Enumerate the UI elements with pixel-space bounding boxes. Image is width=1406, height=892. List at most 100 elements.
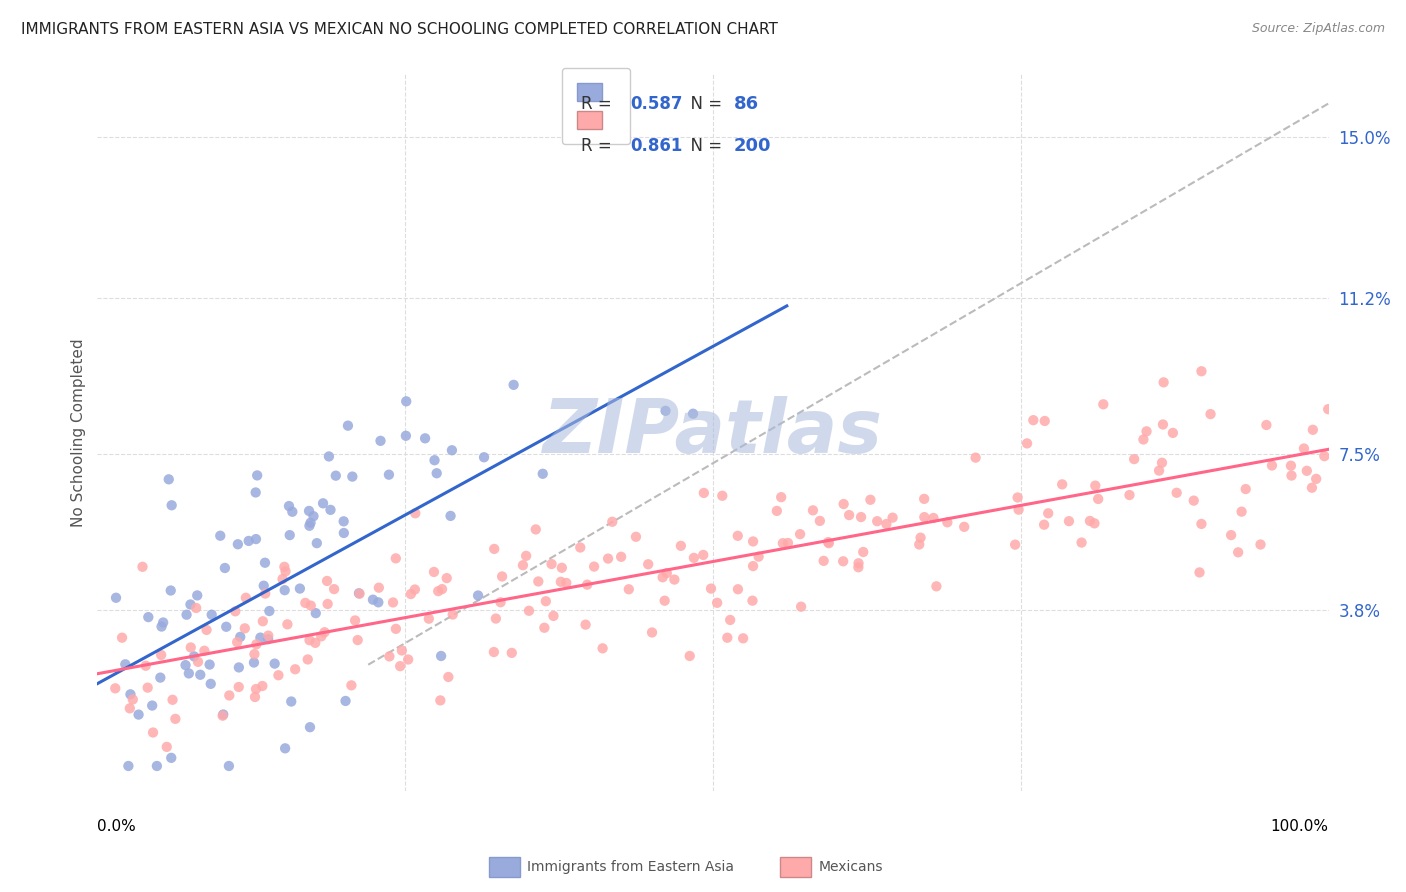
Point	[440, 443, 463, 458]
Point	[1135, 425, 1157, 439]
Point	[311, 629, 333, 643]
Point	[160, 751, 183, 765]
Point	[273, 559, 295, 574]
Point	[245, 532, 267, 546]
Point	[298, 518, 321, 533]
Point	[1083, 516, 1105, 531]
Point	[502, 377, 524, 392]
Point	[218, 689, 240, 703]
Point	[1092, 397, 1115, 411]
Text: ZIPatlas: ZIPatlas	[543, 396, 883, 469]
Point	[741, 593, 763, 607]
Point	[682, 407, 704, 421]
Point	[179, 598, 201, 612]
Text: Immigrants from Eastern Asia: Immigrants from Eastern Asia	[527, 860, 734, 874]
Point	[281, 505, 304, 519]
Point	[733, 632, 755, 646]
Point	[259, 604, 281, 618]
Point	[1301, 481, 1323, 495]
Point	[336, 418, 359, 433]
Point	[808, 514, 831, 528]
Point	[243, 690, 266, 704]
Point	[226, 635, 249, 649]
Point	[193, 644, 215, 658]
Point	[335, 694, 357, 708]
Point	[965, 450, 987, 465]
Point	[1007, 491, 1029, 505]
Point	[437, 670, 460, 684]
Point	[276, 617, 298, 632]
Point	[727, 582, 749, 597]
Point	[316, 597, 339, 611]
Point	[252, 679, 274, 693]
Point	[436, 571, 458, 585]
Point	[150, 648, 173, 662]
Point	[1188, 566, 1211, 580]
Point	[187, 655, 209, 669]
Point	[848, 556, 870, 570]
Point	[770, 490, 793, 504]
Point	[183, 649, 205, 664]
Point	[235, 591, 257, 605]
Point	[517, 604, 540, 618]
Point	[1118, 488, 1140, 502]
Point	[551, 561, 574, 575]
Point	[114, 657, 136, 672]
Point	[482, 645, 505, 659]
Point	[243, 647, 266, 661]
Point	[1057, 514, 1080, 528]
Point	[1007, 502, 1029, 516]
Point	[1161, 425, 1184, 440]
Point	[485, 611, 508, 625]
Point	[742, 534, 765, 549]
Point	[524, 523, 547, 537]
Point	[111, 631, 134, 645]
Point	[576, 577, 599, 591]
Point	[344, 614, 367, 628]
Point	[201, 607, 224, 622]
Point	[312, 496, 335, 510]
Point	[298, 720, 321, 734]
Point	[257, 632, 280, 647]
Point	[228, 660, 250, 674]
Point	[654, 404, 676, 418]
Point	[1234, 482, 1257, 496]
Point	[692, 548, 714, 562]
Point	[304, 636, 326, 650]
Point	[716, 631, 738, 645]
Point	[332, 514, 354, 528]
Point	[404, 582, 426, 597]
Point	[245, 681, 267, 696]
Point	[651, 570, 673, 584]
Point	[184, 601, 207, 615]
Text: 0.0%: 0.0%	[97, 819, 136, 833]
Point	[637, 558, 659, 572]
Text: N =: N =	[679, 136, 727, 154]
Point	[121, 692, 143, 706]
Point	[1153, 376, 1175, 390]
Point	[679, 648, 702, 663]
Point	[550, 574, 572, 589]
Point	[297, 652, 319, 666]
Point	[186, 588, 208, 602]
Point	[233, 621, 256, 635]
Point	[596, 551, 619, 566]
Point	[1256, 417, 1278, 432]
Point	[922, 511, 945, 525]
Point	[228, 680, 250, 694]
Point	[664, 573, 686, 587]
Point	[848, 560, 870, 574]
Point	[1292, 442, 1315, 456]
Point	[1230, 505, 1253, 519]
Point	[423, 565, 446, 579]
Point	[267, 668, 290, 682]
Point	[346, 633, 368, 648]
Point	[790, 599, 813, 614]
Point	[1279, 458, 1302, 473]
Point	[160, 498, 183, 512]
Point	[534, 594, 557, 608]
Point	[1220, 528, 1243, 542]
Point	[243, 656, 266, 670]
Point	[512, 558, 534, 573]
Point	[1152, 417, 1174, 432]
